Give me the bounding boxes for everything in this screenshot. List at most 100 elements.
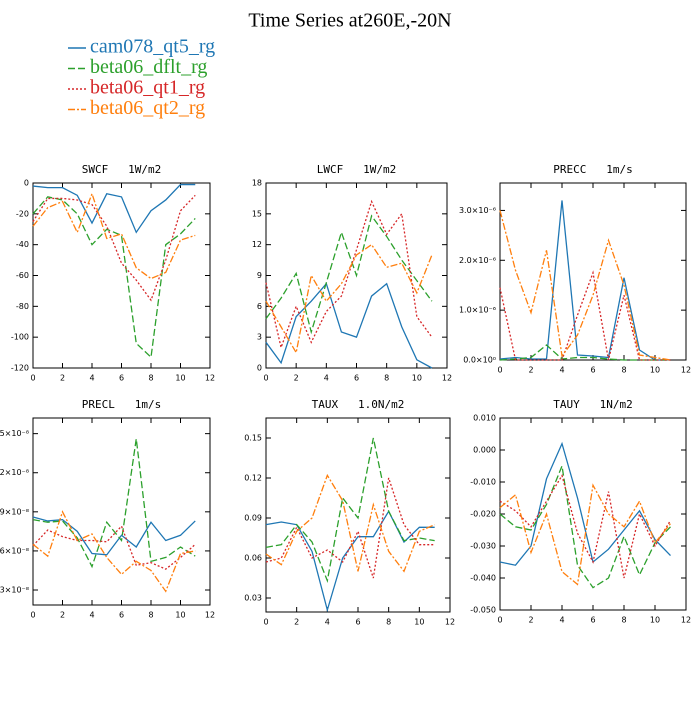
x-tick-label: 4 bbox=[559, 366, 564, 375]
series-line bbox=[499, 473, 672, 579]
y-tick-label: 0.3×10⁻⁸ bbox=[0, 586, 29, 595]
x-tick-label: 8 bbox=[621, 366, 626, 375]
series-line bbox=[32, 438, 196, 569]
y-tick-label: -40 bbox=[16, 240, 29, 249]
x-tick-label: 0 bbox=[263, 618, 268, 627]
x-tick-label: 0 bbox=[497, 616, 502, 625]
x-tick-label: 2 bbox=[294, 618, 299, 627]
legend-label: cam078_qt5_rg bbox=[90, 36, 215, 58]
y-tick-label: -80 bbox=[16, 302, 29, 311]
y-tick-label: -0.020 bbox=[470, 510, 496, 519]
y-tick-label: 12 bbox=[252, 240, 262, 249]
x-tick-label: 6 bbox=[119, 374, 124, 383]
y-tick-label: 0.0×10⁰ bbox=[463, 356, 496, 365]
x-tick-label: 2 bbox=[528, 366, 533, 375]
series-line bbox=[499, 344, 671, 361]
series-line bbox=[32, 516, 196, 556]
y-tick-label: -0.030 bbox=[470, 542, 496, 551]
y-tick-label: -0.010 bbox=[470, 478, 496, 487]
plot-frame bbox=[499, 417, 687, 611]
x-tick-label: 2 bbox=[60, 611, 65, 620]
y-tick-label: 0.010 bbox=[473, 414, 496, 423]
x-tick-label: 12 bbox=[205, 374, 215, 383]
x-tick-label: 12 bbox=[681, 616, 691, 625]
y-tick-label: 0.12 bbox=[244, 474, 262, 483]
y-tick-label: 1.2×10⁻⁸ bbox=[0, 468, 29, 477]
legend-label: beta06_dflt_rg bbox=[90, 56, 207, 78]
x-tick-label: 2 bbox=[528, 616, 533, 625]
series-line bbox=[265, 199, 433, 350]
y-tick-label: 6 bbox=[257, 302, 262, 311]
x-tick-label: 12 bbox=[445, 618, 455, 627]
x-tick-label: 10 bbox=[412, 374, 422, 383]
x-tick-label: 6 bbox=[354, 374, 359, 383]
x-tick-label: 6 bbox=[590, 616, 595, 625]
y-tick-label: -60 bbox=[16, 271, 29, 280]
x-tick-label: 10 bbox=[650, 366, 660, 375]
x-tick-label: 2 bbox=[60, 374, 65, 383]
series-line bbox=[32, 194, 196, 302]
y-tick-label: -0.050 bbox=[470, 606, 496, 615]
panel-title: PRECL 1m/s bbox=[82, 398, 161, 411]
x-tick-label: 6 bbox=[355, 618, 360, 627]
x-tick-label: 8 bbox=[621, 616, 626, 625]
x-tick-label: 12 bbox=[681, 366, 691, 375]
series-line bbox=[265, 477, 435, 579]
y-tick-label: 0 bbox=[24, 179, 29, 188]
x-tick-label: 0 bbox=[263, 374, 268, 383]
y-tick-label: 0.6×10⁻⁸ bbox=[0, 546, 29, 555]
series-line bbox=[32, 183, 196, 234]
x-tick-label: 10 bbox=[175, 611, 185, 620]
y-tick-label: -20 bbox=[16, 209, 29, 218]
plot-frame bbox=[265, 417, 451, 613]
panel-title: LWCF 1W/m2 bbox=[317, 163, 396, 176]
x-tick-label: 10 bbox=[414, 618, 424, 627]
y-tick-label: 0.03 bbox=[244, 594, 262, 603]
series-line bbox=[265, 437, 435, 584]
series-line bbox=[499, 200, 671, 361]
series-line bbox=[499, 463, 671, 589]
series-line bbox=[499, 210, 671, 361]
series-line bbox=[499, 441, 671, 566]
x-tick-label: 4 bbox=[324, 374, 329, 383]
panel-title: TAUX 1.0N/m2 bbox=[312, 398, 405, 411]
x-tick-label: 10 bbox=[175, 374, 185, 383]
y-tick-label: 0 bbox=[257, 364, 262, 373]
y-tick-label: 0.15 bbox=[244, 434, 262, 443]
series-line bbox=[265, 473, 435, 573]
series-line bbox=[32, 196, 196, 359]
x-tick-label: 8 bbox=[384, 374, 389, 383]
y-tick-label: 1.5×10⁻⁸ bbox=[0, 429, 29, 438]
x-tick-label: 0 bbox=[30, 374, 35, 383]
y-tick-label: 3 bbox=[257, 333, 262, 342]
series-line bbox=[499, 483, 672, 586]
y-tick-label: 18 bbox=[252, 179, 262, 188]
y-tick-label: 0.09 bbox=[244, 514, 262, 523]
series-line bbox=[499, 270, 671, 361]
panel-title: TAUY 1N/m2 bbox=[553, 398, 632, 411]
plot-frame bbox=[32, 182, 211, 369]
series-line bbox=[32, 510, 196, 593]
x-tick-label: 0 bbox=[30, 611, 35, 620]
plot-frame bbox=[32, 417, 211, 606]
x-tick-label: 0 bbox=[497, 366, 502, 375]
y-tick-label: 0.06 bbox=[244, 554, 262, 563]
figure-title: Time Series at260E,-20N bbox=[248, 10, 451, 32]
y-tick-label: 15 bbox=[252, 209, 262, 218]
x-tick-label: 4 bbox=[89, 611, 94, 620]
x-tick-label: 8 bbox=[148, 611, 153, 620]
x-tick-label: 4 bbox=[89, 374, 94, 383]
y-tick-label: 0.000 bbox=[473, 446, 496, 455]
series-line bbox=[265, 243, 433, 355]
panel-title: PRECC 1m/s bbox=[553, 163, 632, 176]
panel-title: SWCF 1W/m2 bbox=[82, 163, 161, 176]
series-line bbox=[265, 282, 433, 369]
x-tick-label: 2 bbox=[294, 374, 299, 383]
legend-label: beta06_qt2_rg bbox=[90, 97, 205, 119]
x-tick-label: 4 bbox=[325, 618, 330, 627]
series-line bbox=[265, 214, 433, 335]
series-line bbox=[32, 191, 196, 280]
x-tick-label: 12 bbox=[442, 374, 452, 383]
